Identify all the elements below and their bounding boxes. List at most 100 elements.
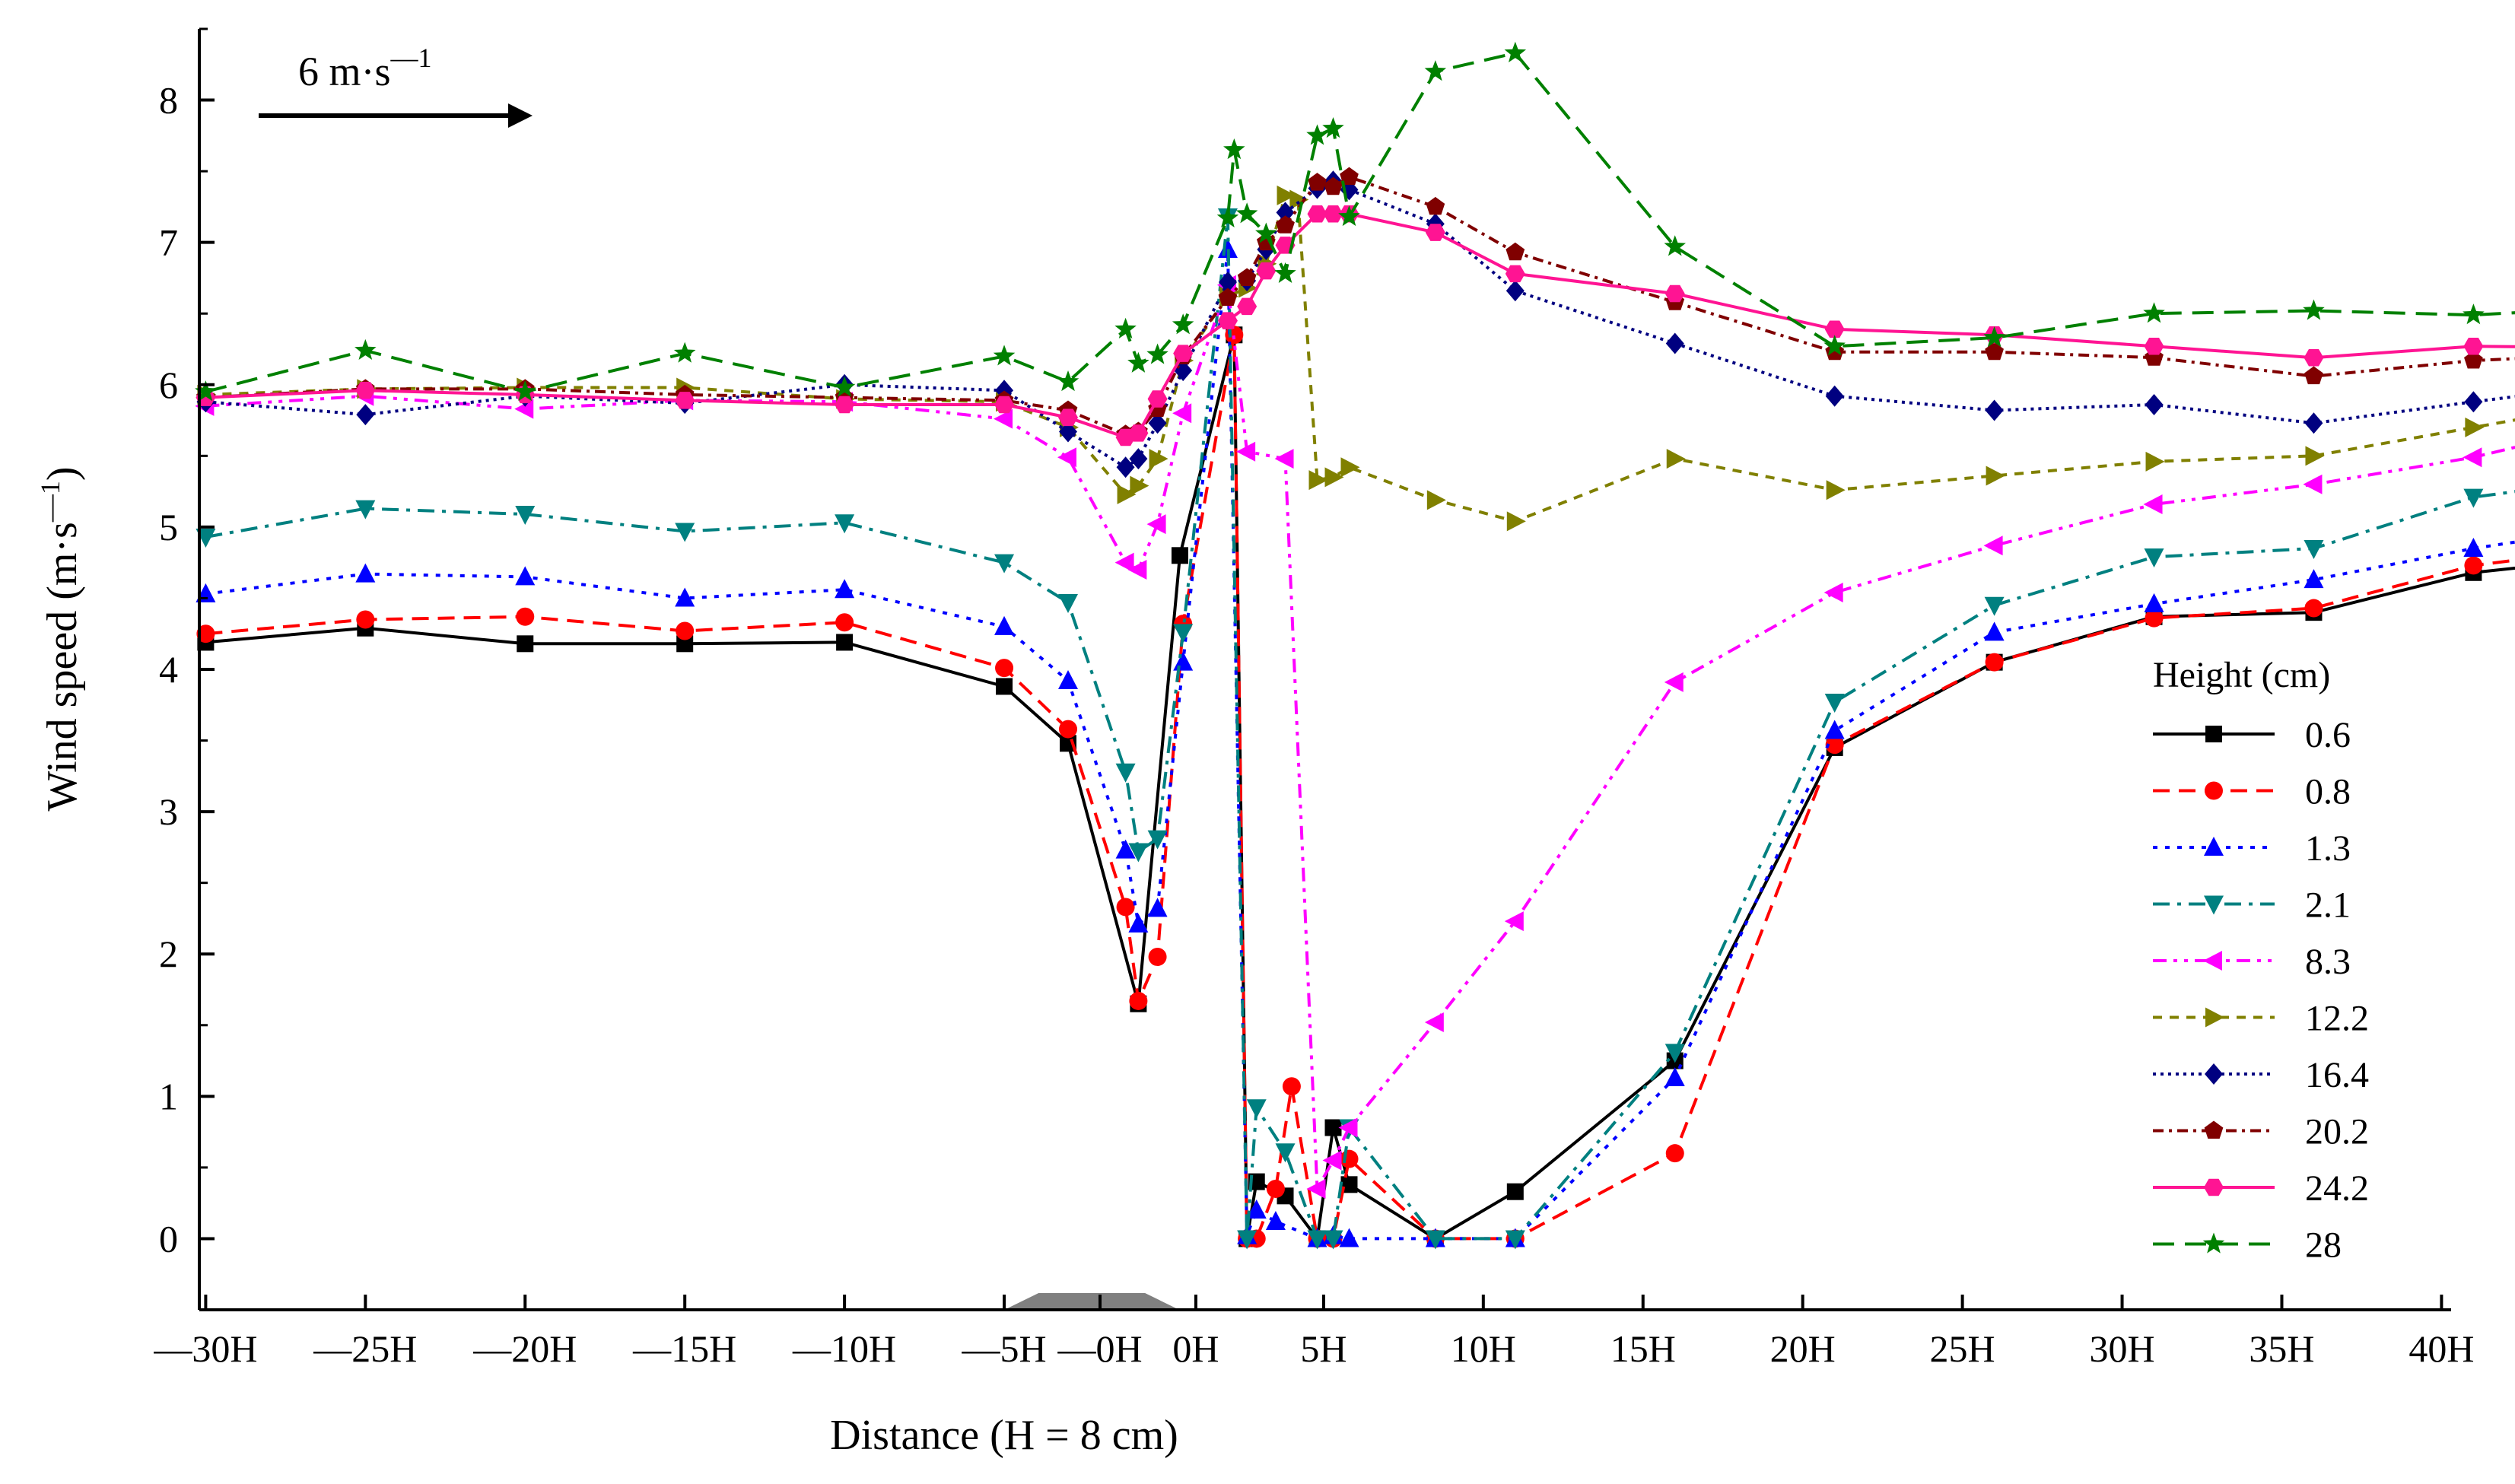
data-point	[994, 396, 1015, 414]
data-point	[1130, 475, 1149, 496]
data-point	[1148, 412, 1167, 434]
data-point	[1282, 1077, 1301, 1096]
data-point	[195, 380, 217, 402]
data-point	[1338, 205, 1360, 227]
data-point	[1505, 265, 1525, 283]
data-point	[1216, 206, 1239, 227]
data-point	[2463, 488, 2484, 508]
data-point	[1116, 898, 1135, 917]
data-point	[515, 506, 536, 526]
data-point	[1115, 839, 1136, 859]
scale-annotation: 6 m·s—1	[259, 43, 533, 128]
annotation-label: 6 m·s—1	[298, 43, 432, 94]
data-point	[1308, 470, 1328, 491]
data-point	[2305, 446, 2325, 466]
y-tick-label: 5	[159, 506, 178, 548]
data-point	[2464, 556, 2483, 575]
data-point	[1506, 242, 1525, 261]
data-point	[1664, 235, 1687, 256]
y-axis-title: Wind speed (m·s—1)	[35, 467, 86, 812]
legend-label: 0.8	[2305, 772, 2351, 812]
data-point	[1307, 1230, 1327, 1250]
legend-marker	[2204, 1178, 2224, 1196]
series-line	[205, 248, 2515, 1241]
data-point	[1664, 1067, 1685, 1087]
series-0_8	[196, 326, 2515, 1248]
data-point	[1276, 215, 1295, 234]
data-point	[1128, 424, 1149, 442]
legend-label: 1.3	[2305, 828, 2351, 869]
legend-item: 0.6	[2153, 715, 2351, 755]
data-point	[516, 607, 535, 626]
data-point	[1339, 1228, 1359, 1247]
data-point	[1984, 621, 2005, 641]
data-point	[993, 345, 1016, 366]
series-8_3	[195, 275, 2515, 1199]
data-point	[1147, 390, 1168, 408]
x-tick-label: 5H	[1300, 1327, 1347, 1370]
y-tick-label: 1	[159, 1075, 178, 1117]
series-2_1	[196, 208, 2515, 1250]
data-point	[1277, 185, 1296, 205]
data-point	[355, 338, 377, 361]
data-point	[2463, 447, 2482, 468]
legend-item: 2.1	[2153, 885, 2351, 926]
legend-marker	[2205, 1063, 2223, 1085]
data-point	[675, 587, 695, 607]
data-point	[835, 579, 855, 599]
data-point	[513, 380, 536, 402]
data-point	[1340, 1176, 1358, 1193]
data-point	[835, 396, 855, 414]
data-point	[1985, 399, 2004, 421]
data-point	[1223, 138, 1245, 160]
data-point	[1338, 1117, 1358, 1138]
y-tick-label: 2	[159, 933, 178, 975]
data-point	[1172, 403, 1192, 424]
data-point	[1115, 763, 1136, 783]
data-point	[1664, 284, 1685, 303]
data-point	[2304, 539, 2324, 559]
x-tick-label: 10H	[1451, 1327, 1516, 1370]
data-point	[1324, 176, 1343, 195]
x-tick-label: —15H	[632, 1327, 736, 1370]
data-point	[2463, 537, 2484, 557]
data-point	[1826, 480, 1846, 500]
data-point	[835, 514, 855, 534]
data-point	[836, 634, 854, 651]
x-tick-label: —25H	[313, 1327, 417, 1370]
data-point	[196, 624, 215, 643]
axes-layer: 0 1 2 3 4 5 6 7 8 —30H —25H —20H —15H —10H —5H —0H 0H 5H 1…	[153, 27, 2474, 1370]
data-point	[1665, 332, 1684, 354]
legend-item: 28	[2153, 1225, 2342, 1266]
legend-marker	[2205, 1007, 2224, 1028]
data-point	[1308, 173, 1327, 191]
data-point	[1174, 360, 1193, 382]
data-point	[1129, 448, 1148, 470]
data-point	[1218, 288, 1238, 307]
data-point	[1235, 202, 1258, 224]
data-point	[994, 554, 1015, 574]
series-24_2	[196, 205, 2515, 446]
data-point	[1666, 449, 1686, 469]
series-line	[205, 215, 2515, 1241]
data-point	[673, 342, 696, 363]
data-point	[1173, 651, 1194, 671]
series-line	[205, 283, 2515, 1190]
x-tick-label: 30H	[2089, 1327, 2154, 1370]
x-axis-title: Distance (H = 8 cm)	[830, 1412, 1178, 1459]
data-point	[1059, 720, 1078, 739]
data-point	[1665, 1144, 1684, 1163]
barrier-shape	[1004, 1293, 1180, 1310]
data-point	[1127, 351, 1149, 373]
data-point	[1506, 280, 1525, 302]
data-point	[515, 566, 536, 586]
data-point	[1172, 313, 1194, 335]
data-point	[355, 382, 376, 399]
legend: Height (cm) 0.6 0.8 1.3 2.1 8.3 12.2 16.4 20.2 2…	[2153, 655, 2369, 1266]
data-point	[1236, 441, 1256, 462]
data-point	[1058, 408, 1079, 427]
series-line	[205, 193, 2515, 523]
series-28	[195, 41, 2515, 402]
data-point	[1173, 624, 1194, 643]
legend-marker	[2205, 726, 2222, 742]
